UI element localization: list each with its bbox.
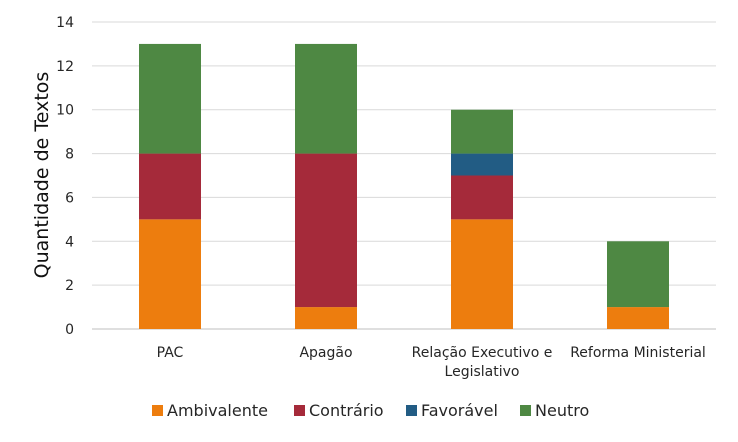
x-category-label-2: Relação Executivo e Legislativo bbox=[412, 345, 553, 380]
x-category-labels: PAC Apagão Relação Executivo e Legislativo R… bbox=[157, 345, 706, 380]
y-tick-label-12: 12 bbox=[56, 59, 74, 75]
legend-swatch-favorável bbox=[406, 405, 417, 416]
bar-segment-ambivalente-0 bbox=[139, 219, 201, 329]
y-tick-label-8: 8 bbox=[65, 147, 74, 163]
y-tick-label-2: 2 bbox=[65, 278, 74, 294]
legend-label-favorável: Favorável bbox=[421, 401, 498, 420]
bar-segment-ambivalente-1 bbox=[295, 307, 357, 329]
bar-segment-ambivalente-2 bbox=[451, 219, 513, 329]
x-category-label-0: PAC bbox=[157, 345, 184, 361]
y-tick-label-6: 6 bbox=[65, 190, 74, 206]
y-tick-label-10: 10 bbox=[56, 103, 74, 119]
bar-segment-contrário-0 bbox=[139, 153, 201, 220]
legend-swatch-contrário bbox=[294, 405, 305, 416]
legend-label-contrário: Contrário bbox=[309, 401, 384, 420]
bar-segment-neutro-1 bbox=[295, 43, 357, 154]
legend: Ambivalente Contrário Favorável Neutro bbox=[152, 401, 589, 420]
y-axis-label: Quantidade de Textos bbox=[31, 72, 53, 279]
bar-segment-neutro-3 bbox=[607, 241, 669, 308]
y-tick-label-0: 0 bbox=[65, 322, 74, 338]
y-tick-label-4: 4 bbox=[65, 234, 74, 250]
x-category-label-1: Apagão bbox=[299, 345, 352, 361]
bar-segment-contrário-2 bbox=[451, 175, 513, 220]
bar-segment-neutro-0 bbox=[139, 43, 201, 154]
bars bbox=[139, 43, 669, 329]
bar-segment-favorável-2 bbox=[451, 153, 513, 176]
bar-segment-neutro-2 bbox=[451, 109, 513, 154]
x-category-label-3: Reforma Ministerial bbox=[570, 345, 706, 361]
legend-swatch-neutro bbox=[520, 405, 531, 416]
legend-swatch-ambivalente bbox=[152, 405, 163, 416]
legend-label-neutro: Neutro bbox=[535, 401, 589, 420]
bar-segment-ambivalente-3 bbox=[607, 307, 669, 329]
bar-segment-contrário-1 bbox=[295, 153, 357, 308]
y-tick-label-14: 14 bbox=[56, 15, 74, 31]
legend-label-ambivalente: Ambivalente bbox=[167, 401, 268, 420]
y-tick-labels: 0 2 4 6 8 10 12 14 bbox=[56, 15, 74, 338]
